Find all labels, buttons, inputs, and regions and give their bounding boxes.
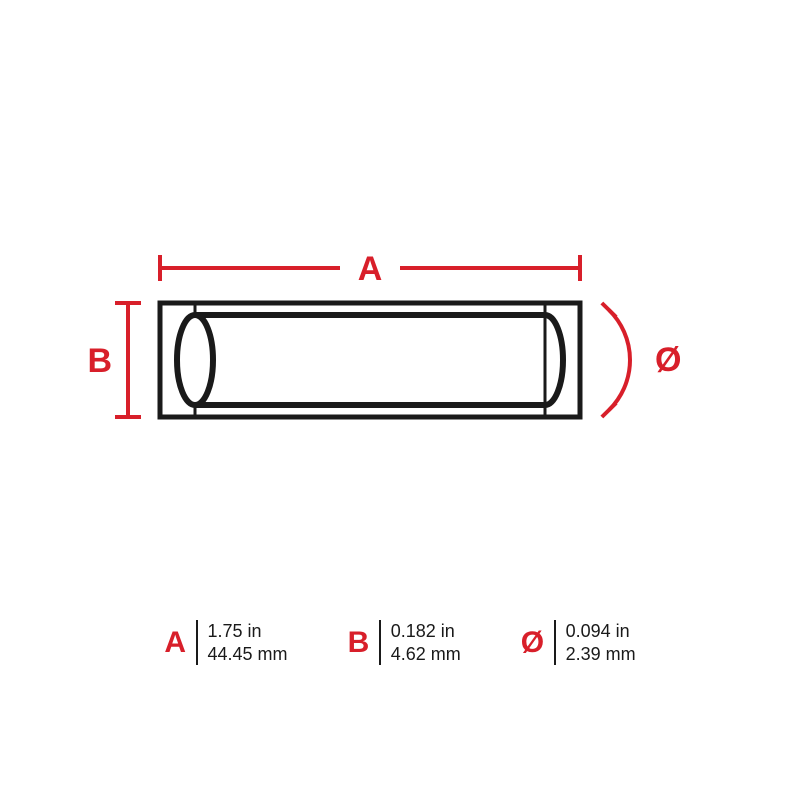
legend-value-mm: 4.62 mm [391, 643, 461, 666]
outer-rect [160, 303, 580, 417]
legend-values: 0.182 in4.62 mm [381, 620, 461, 665]
dim-a-label: A [358, 250, 383, 288]
dim-d-tick [602, 403, 616, 417]
diagram-canvas: ABØ A1.75 in44.45 mmB0.182 in4.62 mmØ0.0… [0, 0, 800, 800]
legend-item: Ø0.094 in2.39 mm [521, 620, 636, 665]
tube-end-left [177, 315, 213, 405]
tube-end-right [545, 315, 563, 405]
legend: A1.75 in44.45 mmB0.182 in4.62 mmØ0.094 i… [0, 620, 800, 665]
legend-value-in: 0.094 in [566, 620, 636, 643]
dim-d-arc [609, 310, 630, 410]
dimension-diagram: A B Ø [0, 0, 800, 800]
legend-letter: A [164, 628, 196, 658]
legend-value-mm: 2.39 mm [566, 643, 636, 666]
legend-letter: Ø [521, 628, 554, 658]
legend-value-mm: 44.45 mm [208, 643, 288, 666]
legend-value-in: 1.75 in [208, 620, 288, 643]
dim-d-tick [602, 303, 616, 317]
dim-b-label: B [87, 342, 112, 380]
legend-value-in: 0.182 in [391, 620, 461, 643]
legend-values: 0.094 in2.39 mm [556, 620, 636, 665]
legend-item: A1.75 in44.45 mm [164, 620, 287, 665]
legend-item: B0.182 in4.62 mm [348, 620, 461, 665]
legend-letter: B [348, 628, 380, 658]
dim-d-label: Ø [655, 341, 681, 379]
legend-values: 1.75 in44.45 mm [198, 620, 288, 665]
